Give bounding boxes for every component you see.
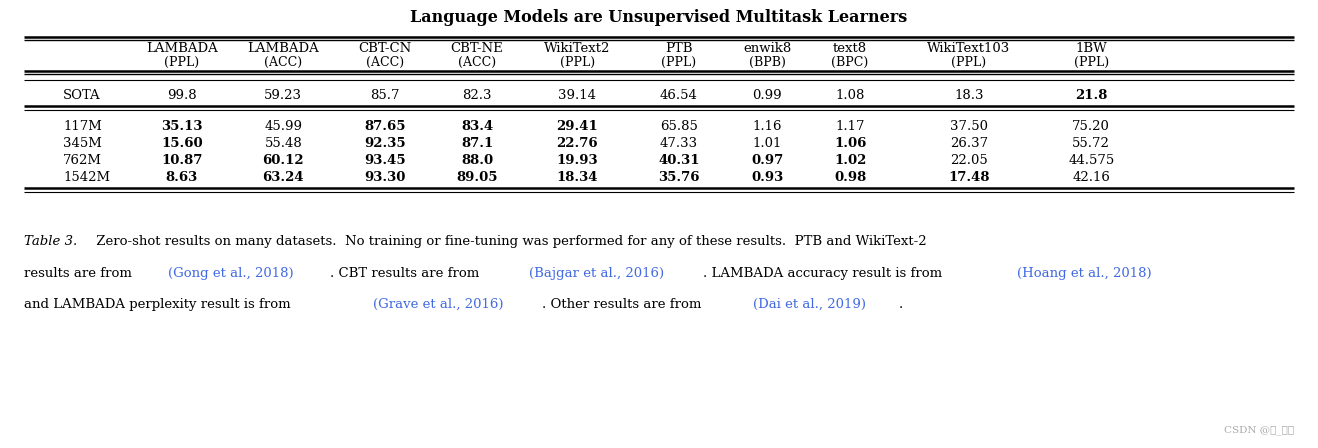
Text: 92.35: 92.35 bbox=[364, 137, 406, 150]
Text: 40.31: 40.31 bbox=[658, 154, 700, 167]
Text: (PPL): (PPL) bbox=[952, 56, 986, 69]
Text: 18.34: 18.34 bbox=[556, 171, 598, 184]
Text: 44.575: 44.575 bbox=[1068, 154, 1115, 167]
Text: LAMBADA: LAMBADA bbox=[248, 42, 319, 55]
Text: 1.06: 1.06 bbox=[834, 137, 866, 150]
Text: (Bajgar et al., 2016): (Bajgar et al., 2016) bbox=[529, 267, 664, 280]
Text: (ACC): (ACC) bbox=[459, 56, 496, 69]
Text: LAMBADA: LAMBADA bbox=[146, 42, 217, 55]
Text: 35.13: 35.13 bbox=[161, 120, 203, 133]
Text: CBT-NE: CBT-NE bbox=[451, 42, 503, 55]
Text: text8: text8 bbox=[833, 42, 867, 55]
Text: 762M: 762M bbox=[63, 154, 103, 167]
Text: 63.24: 63.24 bbox=[262, 171, 304, 184]
Text: (PPL): (PPL) bbox=[560, 56, 594, 69]
Text: 1BW: 1BW bbox=[1075, 42, 1107, 55]
Text: 83.4: 83.4 bbox=[461, 120, 493, 133]
Text: 0.99: 0.99 bbox=[753, 89, 782, 103]
Text: 59.23: 59.23 bbox=[265, 89, 302, 103]
Text: (ACC): (ACC) bbox=[366, 56, 403, 69]
Text: 75.20: 75.20 bbox=[1073, 120, 1110, 133]
Text: . CBT results are from: . CBT results are from bbox=[331, 267, 484, 280]
Text: (BPC): (BPC) bbox=[832, 56, 869, 69]
Text: 45.99: 45.99 bbox=[265, 120, 302, 133]
Text: (PPL): (PPL) bbox=[1074, 56, 1108, 69]
Text: 93.30: 93.30 bbox=[364, 171, 406, 184]
Text: 26.37: 26.37 bbox=[950, 137, 987, 150]
Text: 0.93: 0.93 bbox=[751, 171, 783, 184]
Text: CSDN @忆_恒心: CSDN @忆_恒心 bbox=[1224, 425, 1294, 435]
Text: 1.02: 1.02 bbox=[834, 154, 866, 167]
Text: . Other results are from: . Other results are from bbox=[542, 298, 705, 311]
Text: (PPL): (PPL) bbox=[165, 56, 199, 69]
Text: 15.60: 15.60 bbox=[161, 137, 203, 150]
Text: 89.05: 89.05 bbox=[456, 171, 498, 184]
Text: 17.48: 17.48 bbox=[948, 171, 990, 184]
Text: WikiText2: WikiText2 bbox=[544, 42, 610, 55]
Text: 8.63: 8.63 bbox=[166, 171, 198, 184]
Text: (Hoang et al., 2018): (Hoang et al., 2018) bbox=[1017, 267, 1152, 280]
Text: .: . bbox=[899, 298, 903, 311]
Text: . LAMBADA accuracy result is from: . LAMBADA accuracy result is from bbox=[702, 267, 946, 280]
Text: 42.16: 42.16 bbox=[1073, 171, 1110, 184]
Text: 60.12: 60.12 bbox=[262, 154, 304, 167]
Text: 22.76: 22.76 bbox=[556, 137, 598, 150]
Text: 21.8: 21.8 bbox=[1075, 89, 1107, 103]
Text: 82.3: 82.3 bbox=[463, 89, 492, 103]
Text: 22.05: 22.05 bbox=[950, 154, 987, 167]
Text: Language Models are Unsupervised Multitask Learners: Language Models are Unsupervised Multita… bbox=[410, 9, 908, 26]
Text: 87.1: 87.1 bbox=[461, 137, 493, 150]
Text: 39.14: 39.14 bbox=[559, 89, 596, 103]
Text: 88.0: 88.0 bbox=[461, 154, 493, 167]
Text: 1542M: 1542M bbox=[63, 171, 111, 184]
Text: enwik8: enwik8 bbox=[743, 42, 791, 55]
Text: 55.48: 55.48 bbox=[265, 137, 302, 150]
Text: 1.08: 1.08 bbox=[836, 89, 865, 103]
Text: SOTA: SOTA bbox=[63, 89, 101, 103]
Text: CBT-CN: CBT-CN bbox=[358, 42, 411, 55]
Text: (ACC): (ACC) bbox=[265, 56, 302, 69]
Text: 37.50: 37.50 bbox=[950, 120, 987, 133]
Text: (BPB): (BPB) bbox=[749, 56, 786, 69]
Text: 1.17: 1.17 bbox=[836, 120, 865, 133]
Text: 18.3: 18.3 bbox=[954, 89, 983, 103]
Text: (PPL): (PPL) bbox=[662, 56, 696, 69]
Text: 19.93: 19.93 bbox=[556, 154, 598, 167]
Text: 29.41: 29.41 bbox=[556, 120, 598, 133]
Text: 117M: 117M bbox=[63, 120, 101, 133]
Text: 55.72: 55.72 bbox=[1073, 137, 1110, 150]
Text: 35.76: 35.76 bbox=[658, 171, 700, 184]
Text: 1.01: 1.01 bbox=[753, 137, 782, 150]
Text: 10.87: 10.87 bbox=[161, 154, 203, 167]
Text: 99.8: 99.8 bbox=[167, 89, 196, 103]
Text: 85.7: 85.7 bbox=[370, 89, 399, 103]
Text: 47.33: 47.33 bbox=[660, 137, 697, 150]
Text: 46.54: 46.54 bbox=[660, 89, 697, 103]
Text: 1.16: 1.16 bbox=[753, 120, 782, 133]
Text: 87.65: 87.65 bbox=[364, 120, 406, 133]
Text: 93.45: 93.45 bbox=[364, 154, 406, 167]
Text: Zero-shot results on many datasets.  No training or fine-tuning was performed fo: Zero-shot results on many datasets. No t… bbox=[92, 235, 927, 249]
Text: WikiText103: WikiText103 bbox=[927, 42, 1011, 55]
Text: PTB: PTB bbox=[666, 42, 692, 55]
Text: (Grave et al., 2016): (Grave et al., 2016) bbox=[373, 298, 503, 311]
Text: 345M: 345M bbox=[63, 137, 101, 150]
Text: 0.98: 0.98 bbox=[834, 171, 866, 184]
Text: 0.97: 0.97 bbox=[751, 154, 783, 167]
Text: results are from: results are from bbox=[24, 267, 136, 280]
Text: Table 3.: Table 3. bbox=[24, 235, 76, 249]
Text: (Gong et al., 2018): (Gong et al., 2018) bbox=[169, 267, 294, 280]
Text: and LAMBADA perplexity result is from: and LAMBADA perplexity result is from bbox=[24, 298, 295, 311]
Text: 65.85: 65.85 bbox=[660, 120, 697, 133]
Text: (Dai et al., 2019): (Dai et al., 2019) bbox=[753, 298, 866, 311]
